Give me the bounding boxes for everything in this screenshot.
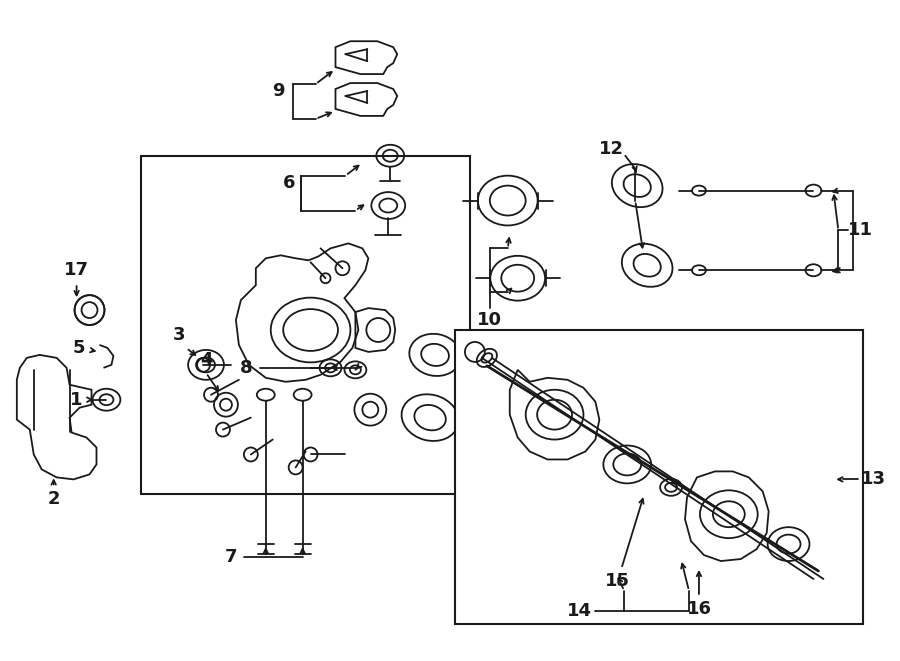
Bar <box>455 330 863 624</box>
Text: 7: 7 <box>225 548 238 566</box>
Text: 16: 16 <box>687 600 711 618</box>
Text: 5: 5 <box>72 339 85 357</box>
Text: 9: 9 <box>273 82 285 100</box>
Text: 17: 17 <box>64 261 89 279</box>
Text: 4: 4 <box>200 351 212 369</box>
Text: 6: 6 <box>283 174 295 192</box>
Text: 13: 13 <box>860 471 886 488</box>
Text: 2: 2 <box>48 490 60 508</box>
Text: 1: 1 <box>70 391 83 408</box>
Text: 15: 15 <box>605 572 630 590</box>
Text: 14: 14 <box>567 602 592 620</box>
Bar <box>141 156 470 494</box>
Text: 8: 8 <box>239 359 252 377</box>
Text: 10: 10 <box>477 311 502 329</box>
Text: 12: 12 <box>598 139 624 158</box>
Text: 3: 3 <box>173 326 185 344</box>
Text: 11: 11 <box>848 221 873 239</box>
